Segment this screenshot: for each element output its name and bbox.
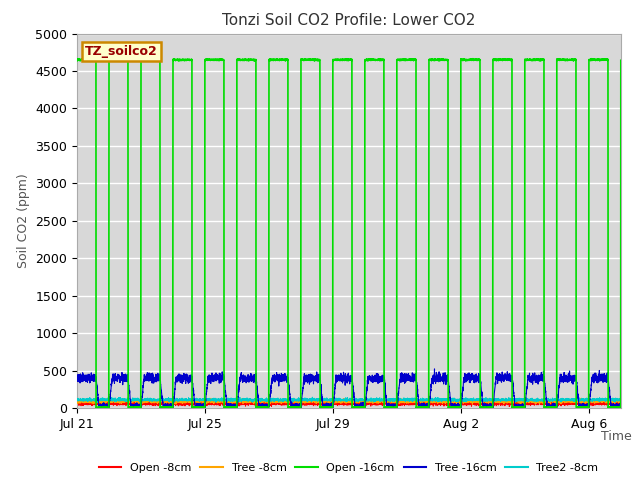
Y-axis label: Soil CO2 (ppm): Soil CO2 (ppm) xyxy=(17,173,29,268)
Legend: Open -8cm, Tree -8cm, Open -16cm, Tree -16cm, Tree2 -8cm: Open -8cm, Tree -8cm, Open -16cm, Tree -… xyxy=(95,458,603,477)
Title: Tonzi Soil CO2 Profile: Lower CO2: Tonzi Soil CO2 Profile: Lower CO2 xyxy=(222,13,476,28)
Text: TZ_soilco2: TZ_soilco2 xyxy=(85,45,157,58)
X-axis label: Time: Time xyxy=(601,431,632,444)
